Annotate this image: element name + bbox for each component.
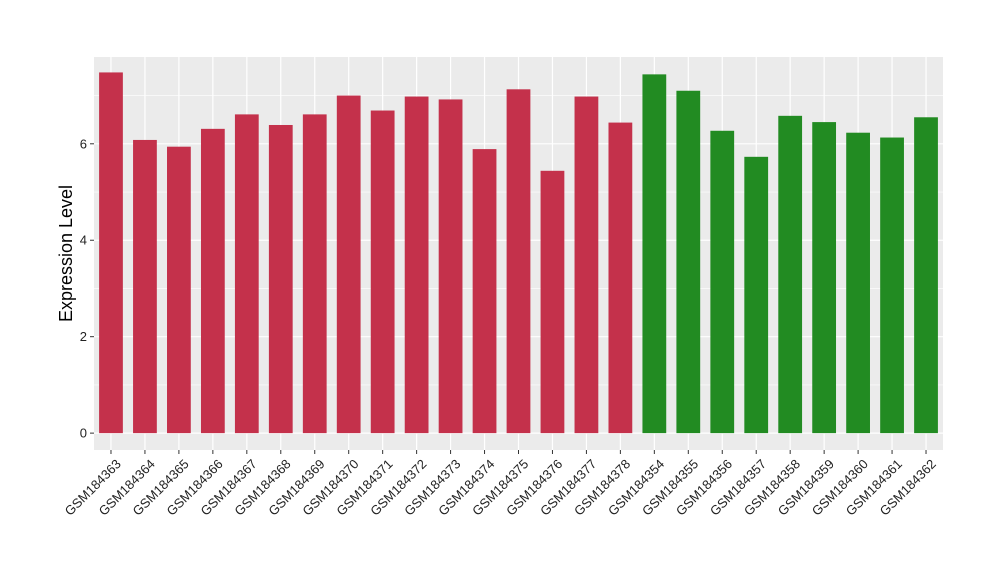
bar-GSM184364 (133, 139, 157, 434)
bar-GSM184356 (710, 130, 735, 434)
bar-GSM184365 (167, 146, 191, 434)
bar-GSM184375 (506, 89, 531, 434)
bar-GSM184368 (268, 124, 293, 434)
bar-GSM184358 (778, 115, 803, 434)
bar-GSM184377 (574, 96, 599, 434)
bar-GSM184361 (880, 137, 904, 434)
y-axis: 0 2 4 6 (80, 136, 94, 441)
bar-GSM184357 (744, 156, 769, 434)
x-axis: GSM184363GSM184364GSM184365GSM184366GSM1… (62, 450, 939, 519)
bar-GSM184369 (302, 114, 327, 434)
y-axis-label: Expression Level (56, 185, 76, 322)
bar-GSM184366 (200, 128, 225, 434)
bar-GSM184367 (234, 114, 259, 434)
bar-GSM184360 (846, 132, 870, 434)
bars (99, 72, 938, 434)
bar-GSM184355 (676, 90, 701, 434)
bar-GSM184370 (336, 95, 361, 434)
bar-GSM184376 (540, 170, 565, 434)
y-tick-label: 0 (80, 426, 87, 441)
bar-GSM184371 (370, 110, 395, 434)
y-tick-label: 2 (80, 329, 87, 344)
y-tick-label: 6 (80, 136, 87, 151)
bar-GSM184372 (404, 96, 429, 434)
bar-GSM184363 (99, 72, 123, 434)
bar-GSM184378 (608, 122, 633, 434)
bar-GSM184354 (642, 74, 667, 434)
bar-GSM184362 (914, 117, 938, 434)
bar-GSM184374 (472, 149, 497, 434)
bar-GSM184373 (438, 99, 463, 434)
y-tick-label: 4 (80, 233, 87, 248)
bar-GSM184359 (812, 122, 837, 434)
